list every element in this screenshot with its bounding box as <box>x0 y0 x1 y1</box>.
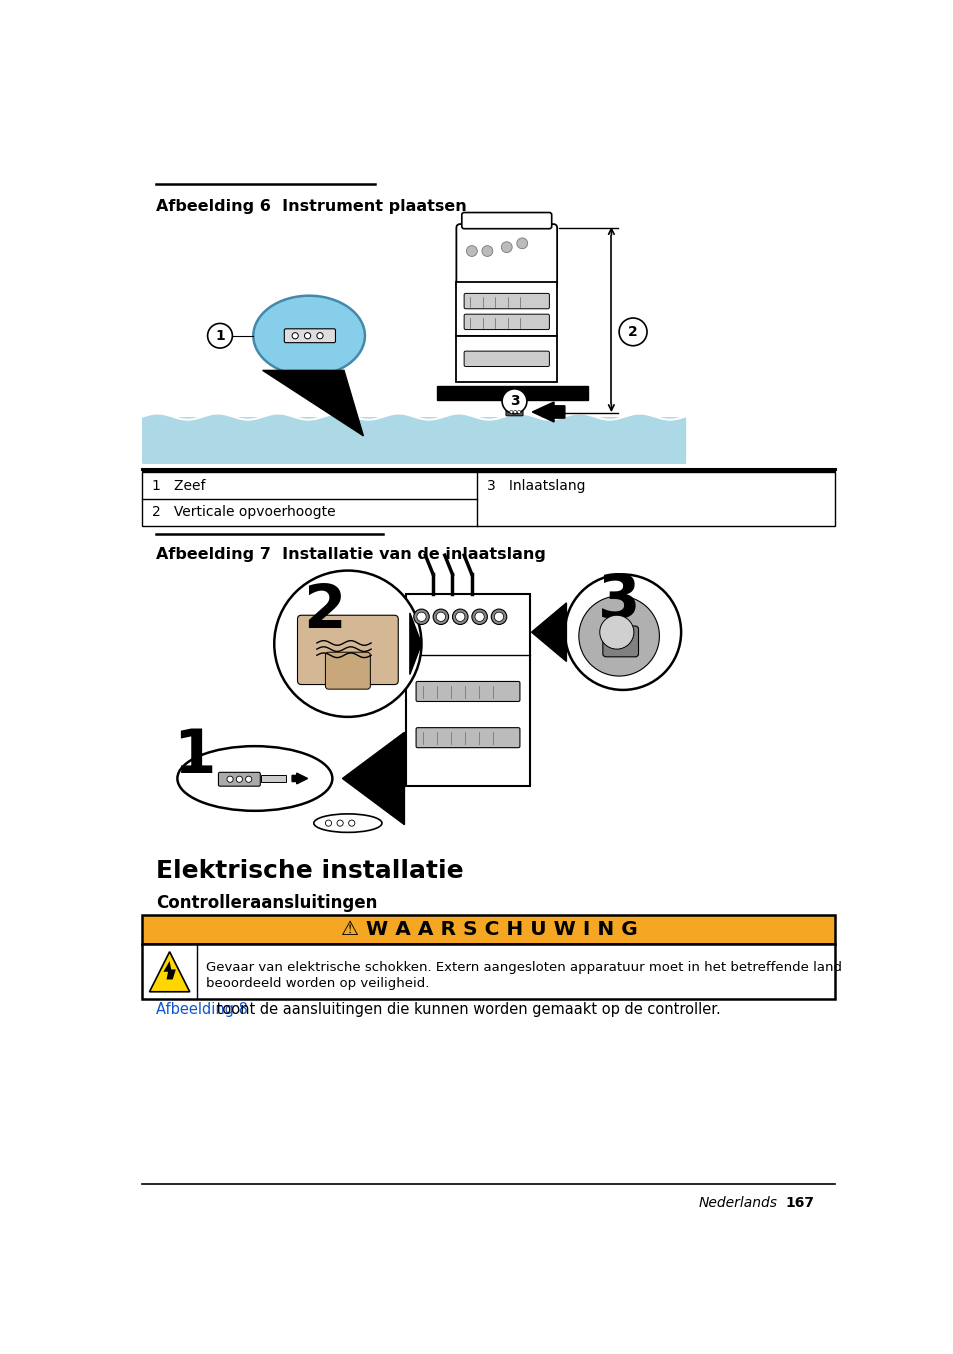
Text: Elektrische installatie: Elektrische installatie <box>155 860 463 883</box>
Text: beoordeeld worden op veiligheid.: beoordeeld worden op veiligheid. <box>206 978 429 990</box>
Bar <box>142 944 835 999</box>
Circle shape <box>500 242 512 253</box>
Text: 2: 2 <box>303 582 345 640</box>
Circle shape <box>466 245 476 256</box>
FancyBboxPatch shape <box>464 351 549 367</box>
Circle shape <box>578 596 659 676</box>
Circle shape <box>416 612 426 621</box>
Circle shape <box>336 821 343 826</box>
Ellipse shape <box>177 746 332 811</box>
Text: ⚠ W A A R S C H U W I N G: ⚠ W A A R S C H U W I N G <box>340 919 637 938</box>
Circle shape <box>517 238 527 249</box>
Bar <box>456 336 557 382</box>
Circle shape <box>481 245 493 256</box>
FancyBboxPatch shape <box>602 626 638 657</box>
FancyArrow shape <box>292 773 307 784</box>
Text: Afbeelding 8: Afbeelding 8 <box>155 1002 247 1017</box>
FancyBboxPatch shape <box>464 314 549 329</box>
Circle shape <box>414 609 429 624</box>
Circle shape <box>227 776 233 783</box>
Bar <box>456 282 557 336</box>
Circle shape <box>472 609 487 624</box>
Circle shape <box>494 612 503 621</box>
Circle shape <box>599 615 633 649</box>
Text: Nederlands: Nederlands <box>699 1196 778 1210</box>
Text: 2: 2 <box>627 325 638 338</box>
Circle shape <box>509 410 513 413</box>
Circle shape <box>433 609 448 624</box>
FancyBboxPatch shape <box>416 727 519 747</box>
Circle shape <box>517 410 520 413</box>
FancyBboxPatch shape <box>464 294 549 309</box>
Ellipse shape <box>314 814 381 833</box>
Circle shape <box>274 570 421 716</box>
Circle shape <box>475 612 484 621</box>
Text: 1: 1 <box>173 727 215 787</box>
Text: 167: 167 <box>785 1196 814 1210</box>
Circle shape <box>452 609 468 624</box>
Polygon shape <box>342 733 404 825</box>
Text: 1   Zeef: 1 Zeef <box>152 479 205 493</box>
FancyBboxPatch shape <box>505 408 522 416</box>
Circle shape <box>436 612 445 621</box>
Circle shape <box>513 410 517 413</box>
Circle shape <box>618 318 646 345</box>
FancyBboxPatch shape <box>461 213 551 229</box>
Circle shape <box>208 324 233 348</box>
Text: 3   Inlaatslang: 3 Inlaatslang <box>486 479 584 493</box>
Circle shape <box>456 612 464 621</box>
Text: Controlleraansluitingen: Controlleraansluitingen <box>155 894 376 913</box>
FancyBboxPatch shape <box>284 329 335 343</box>
FancyBboxPatch shape <box>456 223 557 290</box>
Circle shape <box>348 821 355 826</box>
Circle shape <box>316 333 323 338</box>
Bar <box>436 386 587 399</box>
Polygon shape <box>410 613 421 674</box>
FancyBboxPatch shape <box>218 772 260 787</box>
Polygon shape <box>262 371 363 436</box>
Text: Afbeelding 6  Instrument plaatsen: Afbeelding 6 Instrument plaatsen <box>155 199 466 214</box>
Text: 1: 1 <box>214 329 225 343</box>
FancyBboxPatch shape <box>416 681 519 701</box>
Circle shape <box>501 389 526 413</box>
Circle shape <box>325 821 332 826</box>
FancyBboxPatch shape <box>325 653 370 689</box>
Circle shape <box>292 333 298 338</box>
Text: 3: 3 <box>598 571 640 631</box>
Text: 2   Verticale opvoerhoogte: 2 Verticale opvoerhoogte <box>152 505 335 519</box>
Bar <box>142 473 835 525</box>
Bar <box>142 915 835 944</box>
Bar <box>142 417 684 463</box>
Text: Afbeelding 7  Installatie van de inlaatslang: Afbeelding 7 Installatie van de inlaatsl… <box>155 547 545 562</box>
Polygon shape <box>150 952 190 991</box>
Circle shape <box>236 776 242 783</box>
Text: Gevaar van elektrische schokken. Extern aangesloten apparatuur moet in het betre: Gevaar van elektrische schokken. Extern … <box>206 961 841 974</box>
Circle shape <box>304 333 311 338</box>
Bar <box>261 776 286 781</box>
Circle shape <box>245 776 252 783</box>
FancyBboxPatch shape <box>297 615 397 685</box>
Ellipse shape <box>253 295 365 376</box>
FancyArrow shape <box>532 402 564 422</box>
Polygon shape <box>163 961 175 979</box>
Text: 3: 3 <box>509 394 518 408</box>
Text: toont de aansluitingen die kunnen worden gemaakt op de controller.: toont de aansluitingen die kunnen worden… <box>212 1002 720 1017</box>
Circle shape <box>491 609 506 624</box>
Bar <box>406 593 530 787</box>
Circle shape <box>564 574 680 691</box>
Polygon shape <box>531 603 566 662</box>
